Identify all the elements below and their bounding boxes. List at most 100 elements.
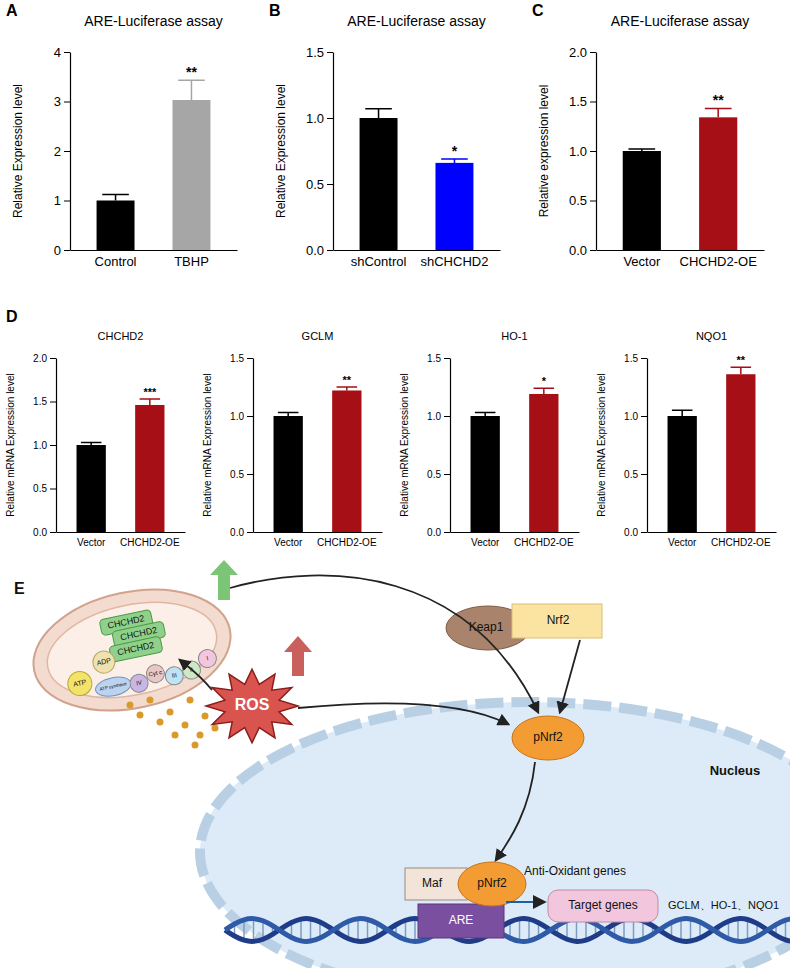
ros-particle [127,702,134,709]
y-tick-mark [50,358,56,359]
dna-rung [357,918,359,942]
x-tick: Control [95,250,137,269]
y-tick: 1.5 [624,353,647,364]
bar-chart: ***0.00.51.01.52.0VectorCHCHD2-OECHCHD2R… [5,330,186,548]
chart-title: ARE-Luciferase assay [611,13,750,29]
y-tick-mark [641,532,647,533]
y-tick: 0.5 [569,193,596,208]
y-tick: 2.0 [33,353,56,364]
dna-strand [225,918,790,941]
atp-synthase [94,674,133,699]
bar [172,100,210,250]
y-tick-mark [327,184,333,185]
y-tick-mark [247,474,253,475]
y-tick: 0.0 [427,527,450,538]
error-bar [278,413,299,416]
y-tick-mark [641,358,647,359]
dna-strand [225,919,790,942]
y-tick: 0.0 [306,243,333,258]
y-tick-mark [247,532,253,533]
dna-rung [528,919,530,942]
mitochondrion: CHCHD2CHCHD2CHCHD2ATPADPATP synthaseIVCy… [22,572,242,727]
nrf2-label: Nrf2 [547,613,570,627]
arrow [230,575,538,712]
y-tick-mark [444,416,450,417]
dna-rung [519,918,521,941]
significance: ** [186,64,197,80]
x-axis: VectorCHCHD2-OE [57,532,186,548]
error-bar [731,367,752,374]
bar-chart: *0.00.51.01.5VectorCHCHD2-OEHO-1Relative… [399,330,580,548]
plot-area [274,387,362,532]
complex-label: Cyt c [148,669,163,678]
y-tick: 0 [54,243,70,258]
significance: ** [713,92,724,108]
ros-label: ROS [235,696,270,713]
panel-label: B [269,2,281,19]
y-tick-mark [247,416,253,417]
y-tick-label: 0.0 [569,243,587,258]
x-tick: CHCHD2-OE [120,532,180,548]
y-tick-mark [590,102,596,103]
y-axis-line [647,359,648,533]
y-tick-label: 0.5 [33,483,47,494]
y-tick-label: 1.0 [427,411,441,422]
y-tick: 1.5 [569,94,596,109]
y-tick-label: 1 [54,193,61,208]
arrow [180,660,212,690]
figure: **01234ControlTBHPARE-Luciferase assayRe… [0,0,790,968]
significance: * [542,375,547,387]
y-tick-mark [641,416,647,417]
panel-label: E [14,580,25,597]
nucleus [200,702,790,968]
y-tick: 1.5 [230,353,253,364]
chart-title: CHCHD2 [98,330,144,342]
y-tick-mark [64,52,70,53]
plot-area [77,399,165,532]
x-tick-label: Control [95,254,137,269]
y-axis: 0.00.51.01.5 [306,45,334,258]
y-tick-mark [590,201,596,202]
y-tick: 0.5 [33,483,56,494]
x-tick-label: Vector [668,537,697,548]
significance: *** [143,386,157,398]
y-tick: 2 [54,144,70,159]
y-tick-label: 2.0 [33,353,47,364]
ros-particle [197,732,204,739]
nucleus-label: Nucleus [710,763,761,778]
y-tick-mark [50,402,56,403]
ros-particle [172,732,179,739]
x-tick: shCHCHD2 [421,250,489,269]
y-tick-label: 1.5 [230,353,244,364]
y-tick-label: 1.0 [33,440,47,451]
ros-particle [137,712,144,719]
adp [91,649,117,675]
x-tick: Vector [274,532,303,548]
y-axis-line [450,359,451,533]
y-tick-label: 0.5 [230,469,244,480]
error-bar [628,149,655,151]
x-tick: Vector [471,532,500,548]
y-axis: 0.00.51.01.52.0 [569,45,597,258]
bar-chart: **0.00.51.01.5VectorCHCHD2-OEGCLMRelativ… [202,330,383,548]
y-axis-title: Relative expression level [537,85,551,218]
y-tick-mark [50,445,56,446]
atp-label: ATP [73,678,88,688]
chart-title: ARE-Luciferase assay [347,13,486,29]
error-bar [140,399,161,405]
y-tick-mark [64,201,70,202]
x-axis: VectorCHCHD2-OE [597,250,765,269]
bar [77,445,106,532]
dna-rung [300,919,302,942]
maf-label: Maf [422,876,443,890]
mito-outer [22,572,242,727]
error-bar [475,413,496,416]
bar [699,117,737,250]
x-axis: ControlTBHP [71,250,238,269]
y-tick-label: 4 [54,45,61,60]
error-bar [672,410,693,416]
y-tick-mark [327,118,333,119]
x-tick-label: CHCHD2-OE [711,537,771,548]
x-axis-line [57,532,186,533]
adp-label: ADP [96,656,112,666]
